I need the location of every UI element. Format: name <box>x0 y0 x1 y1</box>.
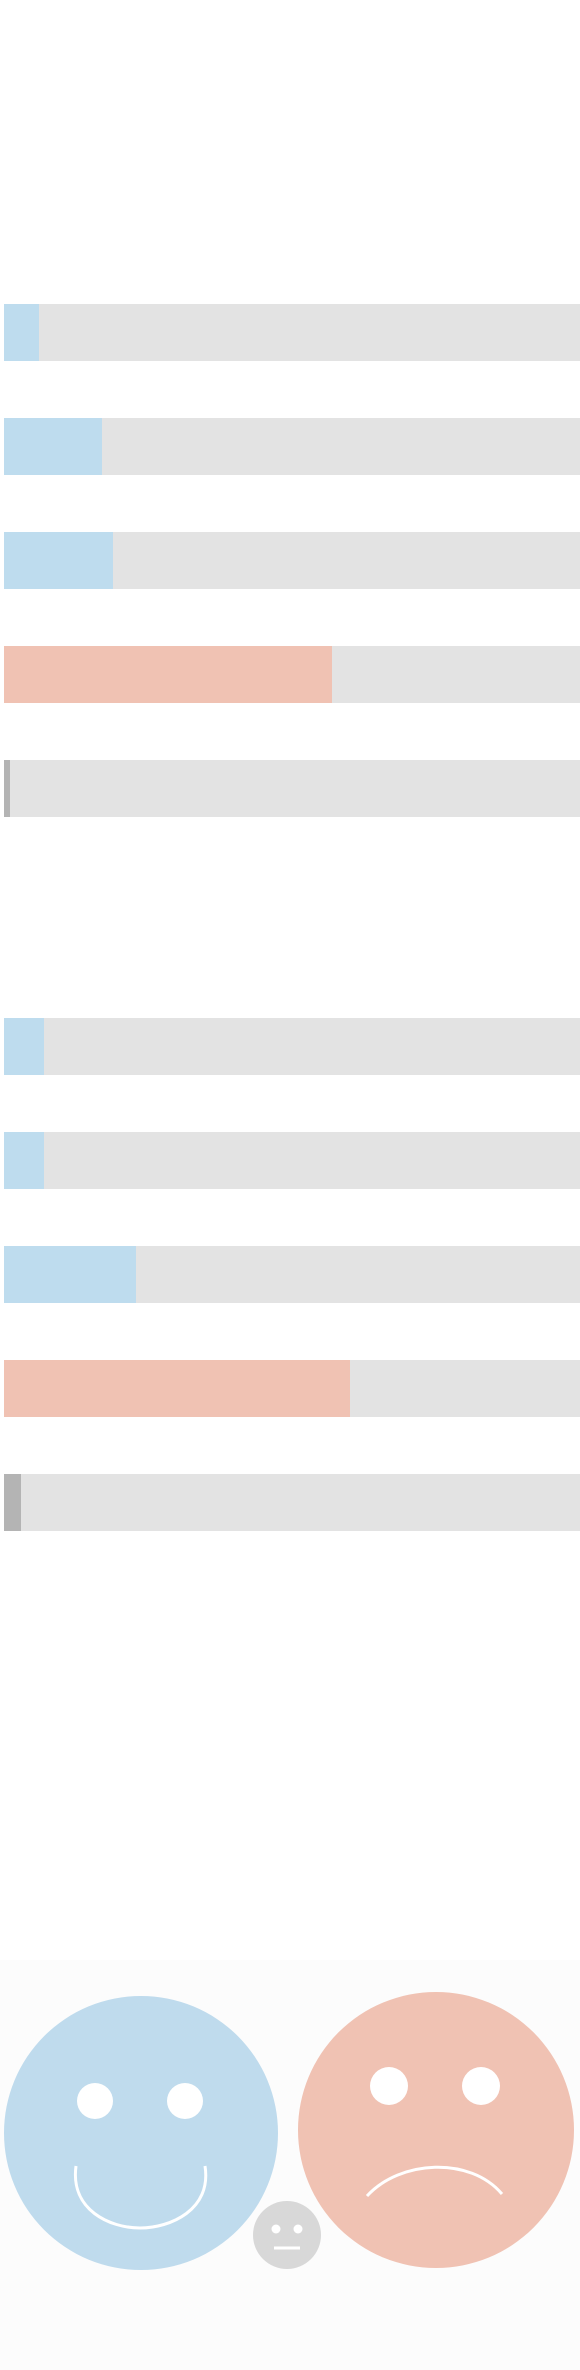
bar-track <box>4 760 580 817</box>
faces-svg <box>4 1992 574 2270</box>
sad-face-icon <box>298 1992 574 2268</box>
bar-track <box>4 418 580 475</box>
sentiment-faces <box>0 1960 580 2370</box>
bar-track <box>4 304 580 361</box>
bar-track <box>4 1246 580 1303</box>
bar-fill-positive <box>4 1018 44 1075</box>
bar-track <box>4 646 580 703</box>
bar-fill-neutral <box>4 760 10 817</box>
bar-track <box>4 1018 580 1075</box>
bar-track <box>4 1474 580 1531</box>
happy-face-icon <box>4 1996 278 2270</box>
bar-fill-positive <box>4 532 113 589</box>
bar-fill-neutral <box>4 1474 21 1531</box>
bar-track <box>4 532 580 589</box>
bar-track <box>4 1360 580 1417</box>
bar-fill-negative <box>4 1360 350 1417</box>
bar-fill-positive <box>4 1246 136 1303</box>
neutral-face-icon <box>253 2201 321 2269</box>
bar-fill-positive <box>4 304 39 361</box>
bar-fill-positive <box>4 1132 44 1189</box>
bar-fill-positive <box>4 418 102 475</box>
bar-track <box>4 1132 580 1189</box>
bar-fill-negative <box>4 646 332 703</box>
